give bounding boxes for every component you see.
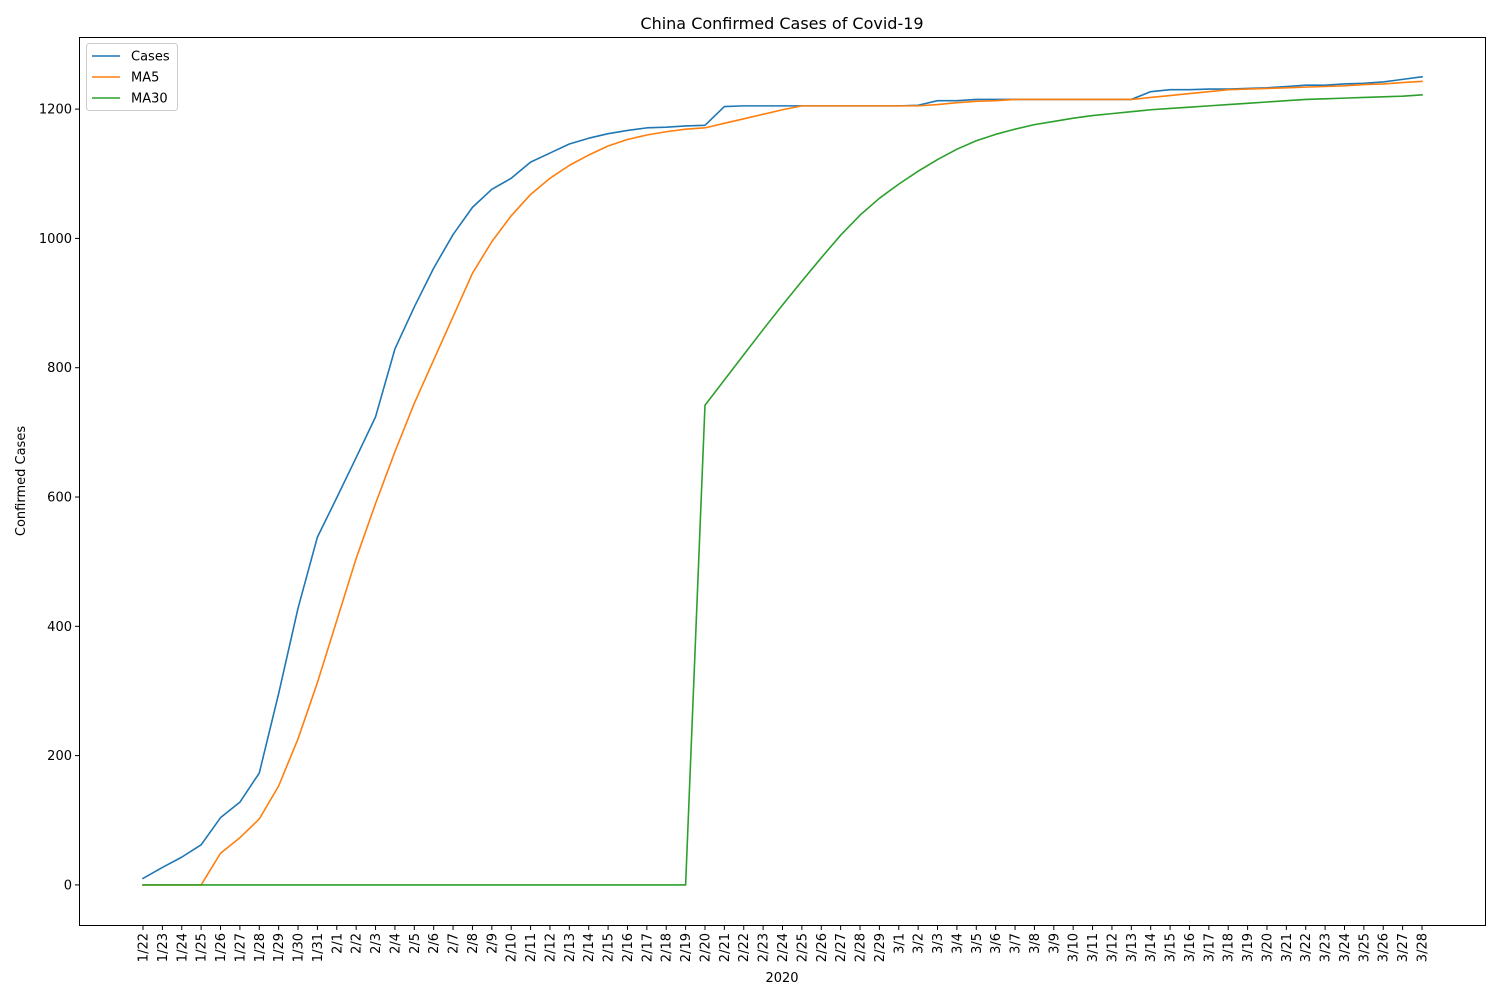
y-tick-label: 1200 bbox=[39, 103, 72, 118]
x-tick-label: 2/3 bbox=[369, 933, 384, 954]
x-tick-label: 3/10 bbox=[1067, 933, 1082, 962]
x-tick-label: 3/3 bbox=[931, 933, 946, 954]
y-tick-label: 400 bbox=[47, 620, 72, 635]
x-tick-label: 2/6 bbox=[427, 933, 442, 954]
x-tick-label: 3/25 bbox=[1357, 933, 1372, 962]
x-tick-label: 2/20 bbox=[698, 933, 713, 962]
x-tick-label: 3/2 bbox=[912, 933, 927, 954]
x-tick-label: 3/15 bbox=[1164, 933, 1179, 962]
x-tick-label: 3/9 bbox=[1047, 933, 1062, 954]
x-tick-label: 2/29 bbox=[873, 933, 888, 962]
x-tick-label: 3/7 bbox=[1009, 933, 1024, 954]
x-tick-label: 2/22 bbox=[737, 933, 752, 962]
series-layer bbox=[141, 75, 1423, 886]
plot-area bbox=[79, 37, 1486, 926]
x-tick-label: 3/6 bbox=[989, 933, 1004, 954]
x-tick-label: 2/10 bbox=[505, 933, 520, 962]
x-tick-label: 3/13 bbox=[1125, 933, 1140, 962]
x-tick-label: 3/21 bbox=[1280, 933, 1295, 962]
x-tick-label: 3/23 bbox=[1319, 933, 1334, 962]
x-tick-label: 2/24 bbox=[776, 933, 791, 962]
x-tick-label: 1/24 bbox=[175, 933, 190, 962]
x-tick-label: 2/12 bbox=[543, 933, 558, 962]
series-line-ma30 bbox=[142, 94, 1423, 886]
x-tick-label: 2/17 bbox=[640, 933, 655, 962]
legend-label-cases: Cases bbox=[131, 50, 170, 65]
x-tick-label: 3/22 bbox=[1299, 933, 1314, 962]
y-tick-label: 600 bbox=[47, 491, 72, 506]
x-tick-label: 2/7 bbox=[447, 933, 462, 954]
y-tick-label: 0 bbox=[64, 878, 72, 893]
x-tick-label: 2/8 bbox=[466, 933, 481, 954]
x-tick-label: 3/8 bbox=[1028, 933, 1043, 954]
x-tick-label: 2/4 bbox=[388, 933, 403, 954]
x-tick-label: 1/22 bbox=[137, 933, 152, 962]
x-tick-label: 2/23 bbox=[757, 933, 772, 962]
x-tick-label: 3/26 bbox=[1377, 933, 1392, 962]
x-tick-label: 3/27 bbox=[1396, 933, 1411, 962]
legend-label-ma30: MA30 bbox=[131, 92, 168, 107]
x-tick-label: 2/27 bbox=[834, 933, 849, 962]
x-tick-label: 3/19 bbox=[1241, 933, 1256, 962]
x-tick-label: 2/11 bbox=[524, 933, 539, 962]
y-tick-label: 200 bbox=[47, 749, 72, 764]
legend: Cases MA5 MA30 bbox=[86, 43, 178, 111]
x-tick-label: 3/12 bbox=[1105, 933, 1120, 962]
x-tick-label: 2/2 bbox=[350, 933, 365, 954]
x-tick-label: 2/16 bbox=[621, 933, 636, 962]
x-tick-label: 1/25 bbox=[195, 933, 210, 962]
y-tick-label: 800 bbox=[47, 361, 72, 376]
x-tick-label: 2/18 bbox=[660, 933, 675, 962]
chart-title: China Confirmed Cases of Covid-19 bbox=[640, 14, 923, 33]
x-tick-label: 3/4 bbox=[950, 933, 965, 954]
x-tick-label: 1/28 bbox=[253, 933, 268, 962]
x-tick-label: 2/19 bbox=[679, 933, 694, 962]
x-tick-label: 1/31 bbox=[311, 933, 326, 962]
series-line-ma5 bbox=[142, 80, 1423, 886]
x-tick-label: 3/20 bbox=[1260, 933, 1275, 962]
x-tick-label: 3/14 bbox=[1144, 933, 1159, 962]
x-tick-label: 3/5 bbox=[970, 933, 985, 954]
x-tick-label: 3/28 bbox=[1416, 933, 1431, 962]
x-tick-label: 3/11 bbox=[1086, 933, 1101, 962]
x-tick-label: 2/21 bbox=[718, 933, 733, 962]
x-tick-label: 3/16 bbox=[1183, 933, 1198, 962]
x-tick-label: 2/26 bbox=[815, 933, 830, 962]
legend-box bbox=[86, 43, 178, 111]
x-tick-label: 3/24 bbox=[1338, 933, 1353, 962]
x-tick-label: 2/1 bbox=[330, 933, 345, 954]
x-tick-label: 3/1 bbox=[892, 933, 907, 954]
x-tick-label: 1/30 bbox=[292, 933, 307, 962]
y-tick-label: 1000 bbox=[39, 232, 72, 247]
x-axis-label: 2020 bbox=[765, 971, 798, 986]
x-tick-label: 1/26 bbox=[214, 933, 229, 962]
x-tick-label: 1/27 bbox=[233, 933, 248, 962]
x-tick-label: 2/25 bbox=[795, 933, 810, 962]
x-tick-label: 2/15 bbox=[602, 933, 617, 962]
x-tick-label: 2/14 bbox=[582, 933, 597, 962]
x-tick-label: 2/13 bbox=[563, 933, 578, 962]
x-tick-label: 3/17 bbox=[1202, 933, 1217, 962]
x-tick-label: 2/28 bbox=[854, 933, 869, 962]
x-tick-label: 2/9 bbox=[485, 933, 500, 954]
x-axis: 1/22 1/23 1/24 1/25 1/26 1/27 1/28 1/29 1/30 1/31… bbox=[137, 925, 1431, 962]
y-axis-label: Confirmed Cases bbox=[14, 426, 29, 536]
legend-label-ma5: MA5 bbox=[131, 71, 159, 86]
x-tick-label: 3/18 bbox=[1222, 933, 1237, 962]
x-tick-label: 1/29 bbox=[272, 933, 287, 962]
y-axis: 0 200 400 600 800 1000 1200 bbox=[39, 103, 80, 893]
x-tick-label: 1/23 bbox=[156, 933, 171, 962]
series-line-cases bbox=[141, 75, 1423, 880]
x-tick-label: 2/5 bbox=[408, 933, 423, 954]
